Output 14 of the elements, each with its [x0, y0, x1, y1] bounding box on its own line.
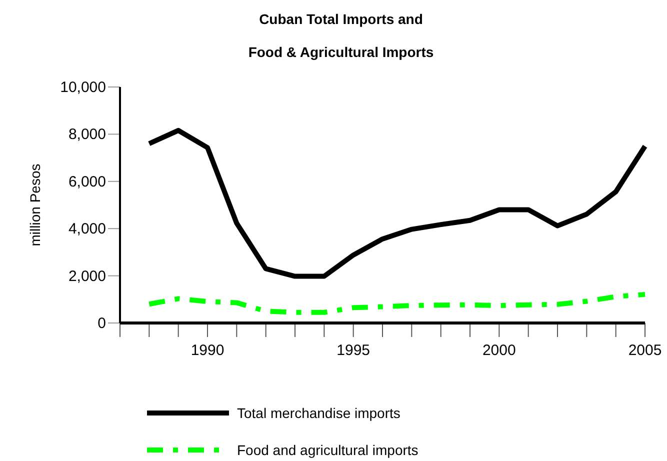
y-tick-label: 6,000 — [68, 173, 106, 190]
y-tick-label: 4,000 — [68, 220, 106, 238]
legend-label: Food and agricultural imports — [237, 442, 418, 458]
y-axis-title: million Pesos — [27, 164, 43, 246]
legend-label: Total merchandise imports — [237, 405, 400, 421]
y-tick-label: 8,000 — [68, 126, 106, 144]
chart-title: Cuban Total Imports and Food & Agricultural Imports — [248, 11, 434, 60]
x-tick-label: 2005 — [628, 342, 662, 359]
y-tick-label: 2,000 — [68, 268, 106, 285]
x-tick-label: 1995 — [336, 342, 370, 359]
x-tick-label: 1990 — [190, 342, 224, 359]
x-tick-label: 2000 — [482, 342, 516, 359]
y-tick-label: 10,000 — [60, 79, 106, 96]
y-tick-label: 0 — [98, 315, 106, 332]
